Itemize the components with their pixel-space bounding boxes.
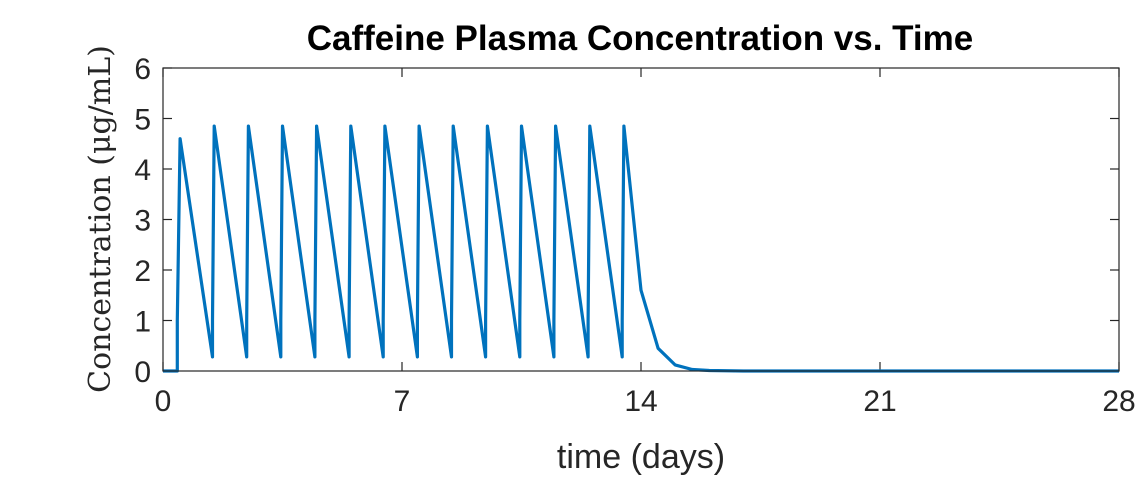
- x-tick-label: 21: [863, 385, 896, 418]
- y-tick-label: 6: [134, 53, 151, 86]
- y-tick-label: 0: [134, 356, 151, 389]
- y-axis-ticks: 0 1 2 3 4 5 6: [134, 53, 1119, 389]
- y-tick-label: 5: [134, 104, 151, 137]
- y-tick-label: 1: [134, 306, 151, 339]
- y-tick-label: 4: [134, 154, 151, 187]
- chart-title: Caffeine Plasma Concentration vs. Time: [307, 19, 974, 58]
- x-axis-ticks: 0 7 14 21 28: [155, 68, 1136, 418]
- y-tick-label: 3: [134, 205, 151, 238]
- series-line: [163, 124, 1119, 373]
- y-axis-label: Concentration (μg/mL): [83, 45, 118, 393]
- x-tick-label: 14: [624, 385, 657, 418]
- y-tick-label: 2: [134, 255, 151, 288]
- x-tick-label: 7: [394, 385, 411, 418]
- x-axis-label: time (days): [557, 438, 725, 476]
- x-tick-label: 28: [1102, 385, 1135, 418]
- plot-frame: [162, 67, 1120, 372]
- x-tick-label: 0: [155, 385, 172, 418]
